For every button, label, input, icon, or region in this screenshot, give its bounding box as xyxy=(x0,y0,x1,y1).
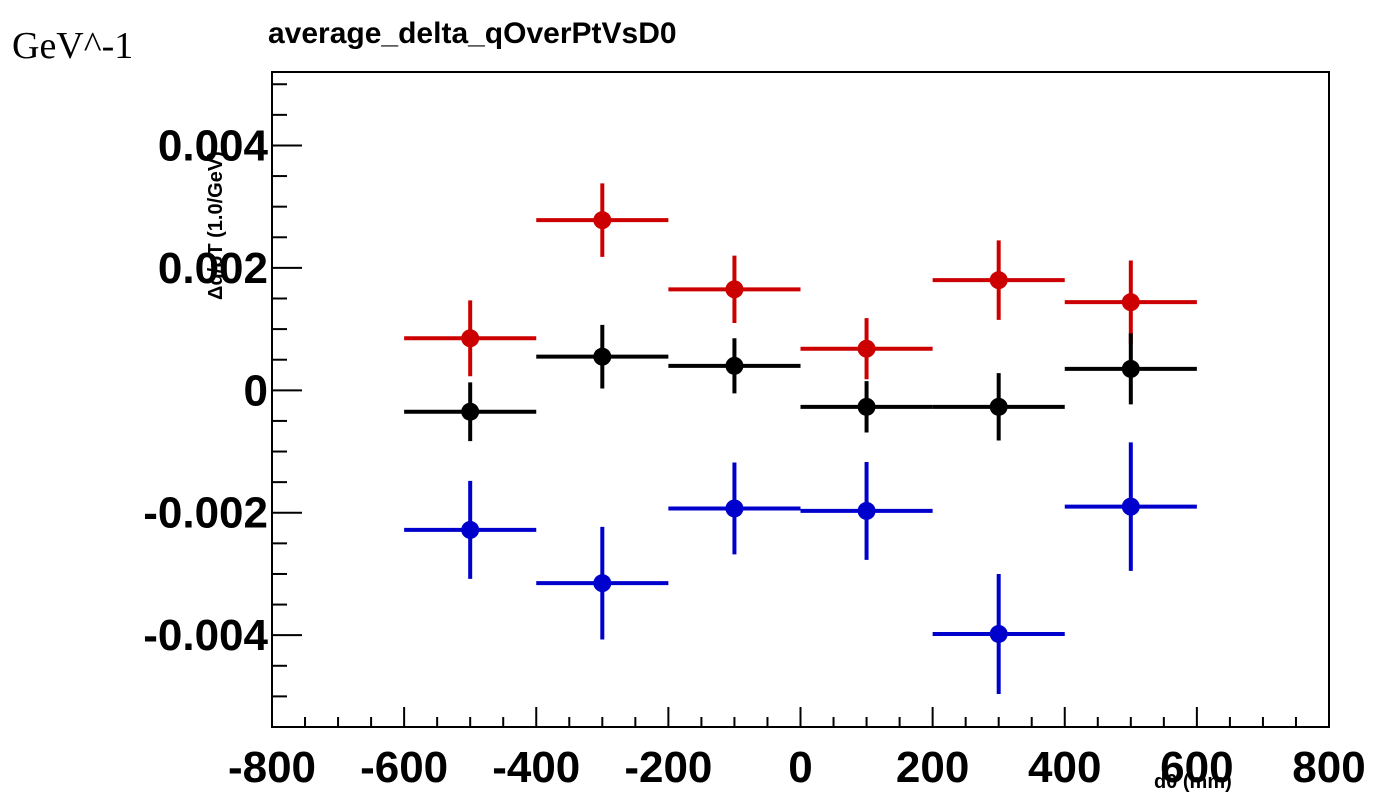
data-point xyxy=(725,356,744,375)
data-point xyxy=(593,574,612,593)
y-tick-label: -0.004 xyxy=(143,611,268,660)
x-tick-label: 600 xyxy=(1160,743,1233,792)
data-point xyxy=(989,397,1008,416)
series-1 xyxy=(404,183,1197,380)
y-tick-label: 0 xyxy=(244,366,268,415)
x-tick-label: 200 xyxy=(896,743,969,792)
data-point xyxy=(461,329,480,348)
data-point xyxy=(725,280,744,299)
data-point xyxy=(593,211,612,230)
y-tick-label: 0.002 xyxy=(158,244,268,293)
data-point xyxy=(857,397,876,416)
data-point xyxy=(461,520,480,539)
data-point xyxy=(593,347,612,366)
x-tick-label: 800 xyxy=(1292,743,1365,792)
unit-label: GeV^-1 xyxy=(12,25,133,67)
x-axis-title: d0 (mm) xyxy=(1154,771,1232,793)
x-tick-label: 400 xyxy=(1028,743,1101,792)
x-tick-label: -200 xyxy=(624,743,712,792)
x-tick-label: -600 xyxy=(360,743,448,792)
series-3 xyxy=(404,442,1197,694)
y-tick-label: -0.002 xyxy=(143,489,268,538)
data-point xyxy=(989,624,1008,643)
data-point xyxy=(461,402,480,421)
data-point xyxy=(989,271,1008,290)
y-axis-tick-labels: 0.004 0.002 0 -0.002 -0.004 xyxy=(143,121,268,660)
plot-frame xyxy=(271,71,1330,728)
data-point xyxy=(725,499,744,518)
data-point xyxy=(1121,293,1140,312)
x-tick-label: 0 xyxy=(788,743,812,792)
y-tick-label: 0.004 xyxy=(158,121,269,170)
data-point xyxy=(857,339,876,358)
chart-title: average_delta_qOverPtVsD0 xyxy=(268,17,677,50)
data-point xyxy=(1121,359,1140,378)
data-series-layer xyxy=(404,183,1197,694)
x-tick-label: -800 xyxy=(228,743,316,792)
x-axis-tick-labels: -800 -600 -400 -200 0 200 400 600 800 xyxy=(228,743,1366,792)
series-2 xyxy=(404,324,1197,442)
data-point xyxy=(1121,497,1140,516)
y-axis-ticks xyxy=(272,83,302,728)
x-axis-ticks xyxy=(271,707,1330,727)
y-axis-title: Δq/pT (1.0/GeV) xyxy=(205,151,227,300)
x-tick-label: -400 xyxy=(492,743,580,792)
data-point xyxy=(857,501,876,520)
